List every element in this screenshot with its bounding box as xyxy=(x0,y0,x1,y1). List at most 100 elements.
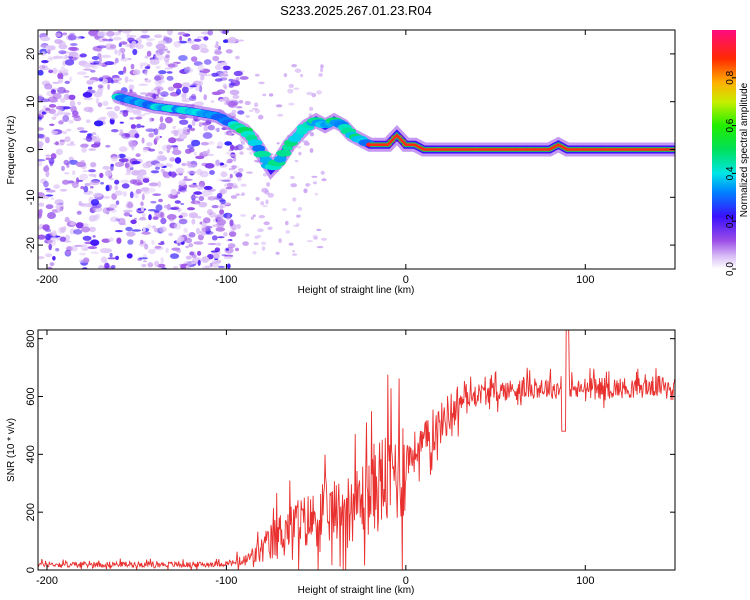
noise-speckle-blob xyxy=(83,106,94,112)
noise-speckle-blob xyxy=(40,36,51,42)
noise-speckle-blob xyxy=(265,199,269,205)
noise-speckle-blob xyxy=(55,148,64,156)
noise-speckle-blob xyxy=(129,117,135,120)
noise-speckle-blob xyxy=(226,239,230,242)
noise-speckle-blob xyxy=(228,149,232,152)
noise-speckle-blob xyxy=(214,50,223,55)
noise-speckle-blob xyxy=(188,164,198,167)
noise-speckle-blob xyxy=(62,130,68,135)
noise-speckle-blob xyxy=(66,55,74,58)
noise-speckle-blob xyxy=(221,254,227,257)
noise-speckle-blob xyxy=(142,226,146,233)
noise-speckle-blob xyxy=(111,156,118,162)
noise-speckle-blob xyxy=(214,78,223,82)
noise-speckle-blob xyxy=(202,132,213,139)
noise-speckle-blob xyxy=(65,128,72,132)
noise-speckle-blob xyxy=(194,101,205,107)
noise-speckle-blob xyxy=(142,147,149,153)
noise-speckle-blob xyxy=(237,39,245,42)
noise-speckle-blob xyxy=(235,247,239,252)
noise-speckle-blob xyxy=(170,171,177,178)
noise-speckle-blob xyxy=(114,161,124,167)
noise-speckle-blob xyxy=(44,83,53,90)
noise-speckle-blob xyxy=(148,182,159,187)
noise-speckle-blob xyxy=(236,224,241,229)
signal-blob xyxy=(276,149,292,157)
noise-speckle-blob xyxy=(294,159,299,163)
noise-speckle-blob xyxy=(187,40,195,44)
noise-speckle-blob xyxy=(262,93,267,97)
noise-speckle-blob xyxy=(178,215,183,219)
spectrogram-x-axis-title: Height of straight line (km) xyxy=(298,285,415,296)
noise-speckle-blob xyxy=(268,93,274,97)
noise-speckle-blob xyxy=(309,132,315,137)
signal-blob xyxy=(253,150,272,158)
noise-speckle-blob xyxy=(74,244,83,247)
noise-speckle-blob xyxy=(58,206,63,212)
noise-speckle-blob xyxy=(226,182,234,187)
noise-speckle-blob xyxy=(107,83,111,90)
noise-speckle-blob xyxy=(187,144,195,149)
noise-speckle-blob xyxy=(227,243,236,249)
noise-speckle-blob xyxy=(76,71,87,75)
y-tick-label: 10 xyxy=(25,96,37,108)
y-tick-label: 0 xyxy=(25,146,37,152)
noise-speckle-blob xyxy=(144,66,151,70)
noise-speckle-blob xyxy=(167,63,176,68)
noise-speckle-blob xyxy=(181,97,191,103)
noise-speckle-blob xyxy=(115,255,119,260)
noise-speckle-blob xyxy=(164,67,173,70)
noise-speckle-blob xyxy=(85,135,93,142)
noise-speckle-blob xyxy=(224,86,228,90)
noise-speckle-blob xyxy=(237,168,244,172)
noise-speckle-blob xyxy=(117,81,122,85)
noise-speckle-blob xyxy=(104,169,112,177)
noise-speckle-blob xyxy=(198,195,205,202)
noise-speckle-blob xyxy=(55,248,60,252)
noise-speckle-blob xyxy=(50,197,55,200)
noise-speckle-blob xyxy=(114,190,123,196)
noise-speckle-blob xyxy=(218,178,223,182)
noise-speckle-blob xyxy=(227,213,231,218)
noise-speckle-blob xyxy=(238,100,244,104)
noise-speckle-blob xyxy=(232,78,236,83)
noise-speckle-blob xyxy=(201,256,210,263)
noise-speckle-blob xyxy=(285,230,291,234)
noise-speckle-blob xyxy=(213,253,220,259)
noise-speckle-blob xyxy=(165,163,171,167)
noise-speckle-blob xyxy=(82,91,93,98)
noise-speckle-blob xyxy=(294,68,302,73)
noise-speckle-blob xyxy=(154,34,163,38)
noise-speckle-blob xyxy=(149,117,153,123)
noise-speckle-blob xyxy=(110,163,114,167)
noise-speckle-blob xyxy=(221,30,229,35)
noise-speckle-blob xyxy=(132,179,143,186)
noise-speckle-blob xyxy=(160,240,165,244)
noise-speckle-blob xyxy=(83,257,90,264)
noise-speckle-blob xyxy=(194,201,199,206)
noise-speckle-blob xyxy=(167,86,175,92)
noise-speckle-blob xyxy=(114,179,120,185)
noise-speckle-blob xyxy=(174,200,181,204)
noise-speckle-blob xyxy=(318,73,323,77)
noise-speckle-blob xyxy=(49,161,54,167)
noise-speckle-blob xyxy=(95,134,100,141)
noise-speckle-blob xyxy=(118,217,126,225)
noise-speckle-blob xyxy=(61,165,65,172)
noise-speckle-blob xyxy=(233,145,239,151)
noise-speckle-blob xyxy=(130,63,135,70)
noise-speckle-blob xyxy=(182,86,189,94)
noise-speckle-blob xyxy=(191,44,201,51)
noise-speckle-blob xyxy=(103,195,111,199)
noise-speckle-blob xyxy=(154,75,162,81)
noise-speckle-blob xyxy=(166,203,171,211)
noise-speckle-blob xyxy=(85,119,91,123)
noise-speckle-blob xyxy=(143,112,151,115)
noise-speckle-blob xyxy=(173,41,181,48)
noise-speckle-blob xyxy=(159,226,167,233)
noise-speckle-blob xyxy=(175,88,182,95)
noise-speckle-blob xyxy=(135,153,141,158)
colorbar-label: Normalized spectral amplitude xyxy=(739,82,750,217)
noise-speckle-blob xyxy=(220,188,228,194)
noise-speckle-blob xyxy=(138,218,147,221)
